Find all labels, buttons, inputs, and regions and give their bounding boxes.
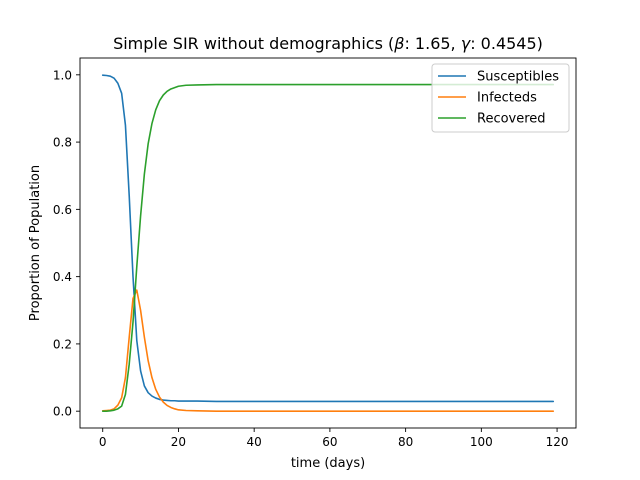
legend-label-infecteds: Infecteds <box>477 91 537 106</box>
legend-label-susceptibles: Susceptibles <box>477 70 559 85</box>
legend-box <box>431 63 570 133</box>
y-axis-label: Proportion of Population <box>28 165 43 321</box>
x-axis-label: time (days) <box>291 456 365 471</box>
plot-lines <box>101 74 555 412</box>
x-tick-label: 120 <box>546 435 569 449</box>
y-axis-ticks: 0.0 0.2 0.4 0.6 0.8 1.0 <box>53 68 80 419</box>
legend-label-recovered: Recovered <box>477 112 546 127</box>
x-tick-label: 40 <box>247 435 262 449</box>
x-tick-label: 60 <box>322 435 337 449</box>
y-tick-label: 1.0 <box>53 68 72 82</box>
series-line-recovered <box>101 83 555 412</box>
x-tick-label: 80 <box>398 435 413 449</box>
series-line-susceptibles <box>101 74 555 403</box>
y-tick-label: 0.2 <box>53 337 72 351</box>
y-tick-label: 0.6 <box>53 203 72 217</box>
x-tick-label: 20 <box>171 435 186 449</box>
y-tick-label: 0.8 <box>53 136 72 150</box>
y-tick-label: 0.4 <box>53 270 72 284</box>
axes-frame <box>79 57 577 429</box>
x-tick-label: 0 <box>99 435 107 449</box>
x-axis-ticks: 0 20 40 60 80 100 120 <box>99 428 569 449</box>
legend: Susceptibles Infecteds Recovered <box>431 63 570 133</box>
chart-title: Simple SIR without demographics (β: 1.65… <box>113 34 543 53</box>
y-tick-label: 0.0 <box>53 405 72 419</box>
x-tick-label: 100 <box>470 435 493 449</box>
series-line-infecteds <box>101 289 555 412</box>
